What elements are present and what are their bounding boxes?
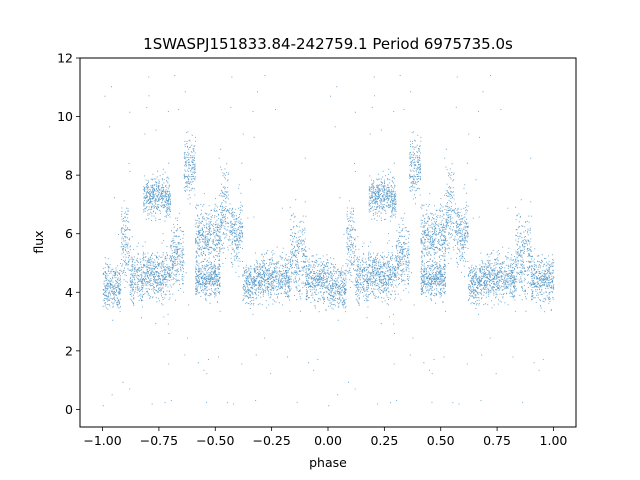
x-tick-label: 0.00 — [314, 433, 342, 448]
chart-title: 1SWASPJ151833.84-242759.1 Period 6975735… — [143, 35, 513, 53]
y-tick-label: 12 — [57, 51, 73, 66]
x-tick-label: 1.00 — [540, 433, 568, 448]
x-tick-label: −1.00 — [83, 433, 121, 448]
y-axis: 0 2 4 6 8 10 12 — [57, 51, 80, 417]
x-axis: −1.00 −0.75 −0.50 −0.25 0.00 0.25 0.50 0.75 1.00 — [83, 427, 567, 448]
y-tick-label: 6 — [65, 226, 73, 241]
y-tick-label: 4 — [65, 285, 73, 300]
x-tick-label: −0.50 — [196, 433, 234, 448]
y-tick-label: 0 — [65, 402, 73, 417]
y-tick-label: 2 — [65, 343, 73, 358]
y-axis-label: flux — [31, 230, 46, 253]
x-tick-label: −0.25 — [252, 433, 290, 448]
x-axis-label: phase — [309, 455, 347, 470]
x-tick-label: 0.75 — [483, 433, 511, 448]
y-tick-label: 8 — [65, 168, 73, 183]
x-tick-label: 0.25 — [370, 433, 398, 448]
x-tick-label: −0.75 — [140, 433, 178, 448]
x-tick-label: 0.50 — [427, 433, 455, 448]
y-tick-label: 10 — [57, 109, 73, 124]
